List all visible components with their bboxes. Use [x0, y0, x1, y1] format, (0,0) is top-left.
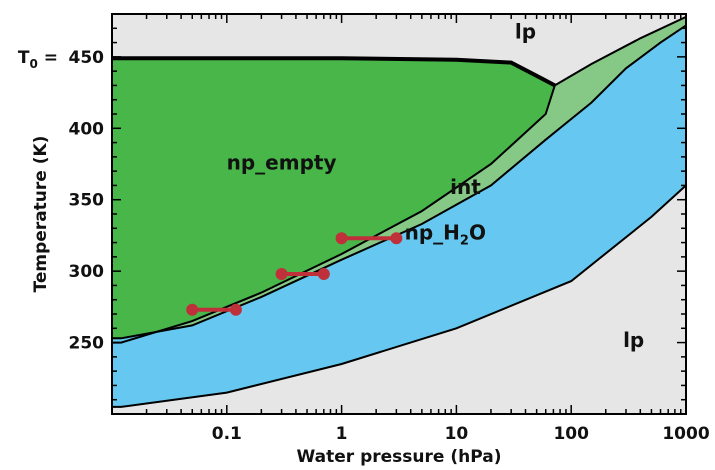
boundary-int-lower	[112, 24, 686, 340]
y-axis: 250 300 350 400 450	[69, 27, 686, 401]
x-axis-title: Water pressure (hPa)	[297, 447, 502, 467]
boundary-int-upper	[554, 15, 686, 87]
measured-range-end-point-3	[390, 232, 403, 245]
y-tick-label: 450	[69, 48, 105, 68]
x-tick-label: 10	[445, 424, 469, 444]
t0-suffix: =	[38, 48, 58, 68]
measured-ranges	[186, 232, 403, 316]
measured-range-start-point-2	[275, 268, 288, 280]
y-tick-label: 250	[69, 334, 105, 354]
measured-range-start-point-1	[186, 303, 199, 316]
t0-label: T0 =	[18, 48, 58, 71]
x-tick-label: 1	[336, 424, 348, 444]
measured-range-start-point-3	[335, 232, 348, 245]
region-label-np-empty: np_empty	[227, 151, 337, 175]
y-tick-label: 300	[69, 262, 105, 282]
region-label-np-h2o: np_H2O	[405, 221, 486, 249]
boundary-top-plateau	[112, 56, 556, 88]
region-int	[112, 16, 686, 343]
x-tick-label: 100	[553, 424, 589, 444]
boundary-np-empty-lower	[112, 85, 556, 344]
region-np-empty	[112, 58, 555, 343]
region-label-int: int	[450, 175, 481, 199]
region-label-lp: lp	[515, 19, 536, 43]
region-label-lp-lower: lp	[623, 328, 644, 352]
region-label-main: np_H	[405, 221, 460, 245]
x-axis: 0.1 1 10 100 1000	[111, 14, 710, 444]
plot-area	[112, 14, 686, 414]
region-label-tail: O	[469, 221, 486, 245]
region-label-sub: 2	[460, 234, 469, 249]
y-tick-label: 350	[69, 191, 105, 211]
phase-boundaries	[112, 15, 686, 408]
y-axis-title: Temperature (K)	[31, 136, 51, 293]
boundary-np-h2o-lower	[112, 184, 686, 408]
x-tick-label: 1000	[662, 424, 709, 444]
t0-sub: 0	[29, 57, 37, 71]
region-np-h2o	[112, 25, 686, 407]
measured-range-end-point-2	[317, 268, 330, 280]
y-tick-label: 400	[69, 119, 105, 139]
t0-prefix: T	[18, 48, 30, 68]
x-tick-label: 0.1	[212, 424, 242, 444]
measured-range-end-point-1	[229, 303, 242, 316]
